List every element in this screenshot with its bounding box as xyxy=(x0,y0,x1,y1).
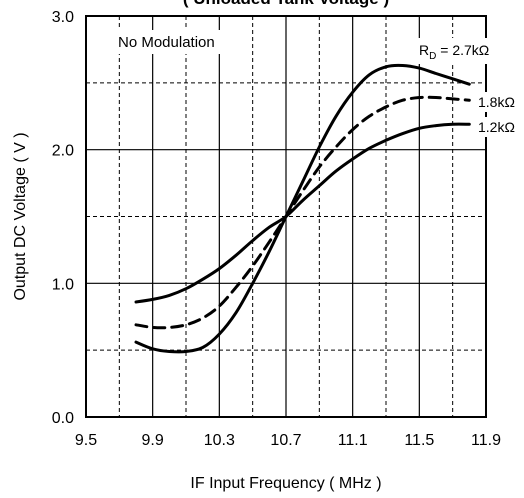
plot-frame xyxy=(85,15,487,418)
series-line-1 xyxy=(134,63,471,354)
series-label-1: RD = 2.7kΩ xyxy=(419,42,489,62)
series-label-layer: RD = 2.7kΩ 1.8kΩ 1.2kΩ xyxy=(414,38,524,137)
y-tick-label: 1.0 xyxy=(52,276,74,293)
x-axis-label: IF Input Frequency ( MHz ) xyxy=(190,475,381,492)
x-tick-label: 11.9 xyxy=(471,432,501,449)
chart-annotation: No Modulation xyxy=(118,34,215,51)
x-tick-label: 9.5 xyxy=(75,432,97,449)
y-tick-label: 2.0 xyxy=(52,143,74,160)
chart-title: ( Unloaded Tank Voltage ) xyxy=(183,0,389,8)
y-tick-label: 3.0 xyxy=(52,9,74,26)
series-layer xyxy=(134,63,471,354)
x-tick-label: 11.1 xyxy=(338,432,368,449)
series-label-2: 1.8kΩ xyxy=(478,94,515,110)
x-tick-label: 10.3 xyxy=(204,432,235,449)
series-label-background xyxy=(414,38,510,64)
x-tick-label: 9.9 xyxy=(142,432,164,449)
series-line-3 xyxy=(134,122,471,304)
series-line-2 xyxy=(134,95,471,330)
series-label-background xyxy=(474,92,524,112)
series-label-background xyxy=(474,117,524,137)
y-axis-label: Output DC Voltage ( V ) xyxy=(12,132,29,300)
x-tick-label: 10.7 xyxy=(270,432,301,449)
x-tick-label: 11.5 xyxy=(404,432,434,449)
annotation-background xyxy=(114,30,228,54)
y-tick-label: 0.0 xyxy=(52,410,74,427)
tick-layer: 9.5 9.9 10.3 10.7 11.1 11.5 11.9 0.0 1.0 2.0 3.0 xyxy=(52,9,501,449)
series-label-3: 1.2kΩ xyxy=(478,119,515,135)
